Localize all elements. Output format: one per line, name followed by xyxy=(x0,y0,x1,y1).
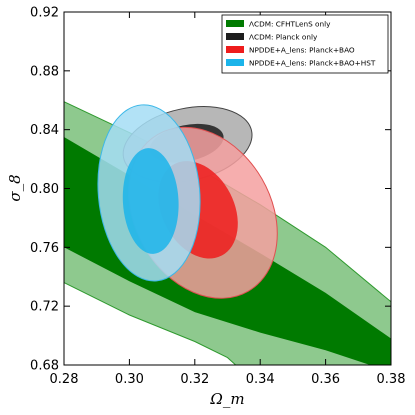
y-axis-label: σ_8 xyxy=(6,174,24,201)
y-tick-label: 0.76 xyxy=(30,241,59,256)
x-tick-labels: 0.28 0.30 0.32 0.34 0.36 0.38 xyxy=(50,372,406,387)
x-tick-label: 0.30 xyxy=(115,372,144,387)
x-tick-label: 0.32 xyxy=(180,372,209,387)
y-tick-label: 0.72 xyxy=(30,300,59,315)
x-axis-label: Ω_m xyxy=(209,390,244,408)
x-tick-label: 0.28 xyxy=(50,372,79,387)
legend-entry-label: NPDDE+A_lens: Planck+BAO xyxy=(249,46,355,55)
legend-swatch xyxy=(226,46,244,53)
legend-swatch xyxy=(226,20,244,27)
y-tick-label: 0.84 xyxy=(30,123,59,138)
series-3-68-region xyxy=(122,148,179,254)
legend-swatch xyxy=(226,33,244,40)
x-tick-label: 0.36 xyxy=(311,372,340,387)
y-tick-label: 0.92 xyxy=(30,6,59,21)
y-tick-label: 0.68 xyxy=(30,359,59,374)
y-tick-label: 0.88 xyxy=(30,64,59,79)
legend-entry-label: NPDDE+A_lens: Planck+BAO+HST xyxy=(249,59,376,68)
x-tick-label: 0.34 xyxy=(246,372,275,387)
legend-swatch xyxy=(226,59,244,66)
legend-entry-label: ΛCDM: Planck only xyxy=(249,33,318,42)
y-tick-labels: 0.68 0.72 0.76 0.80 0.84 0.88 0.92 xyxy=(30,6,59,374)
series-3 xyxy=(97,104,201,282)
contour-layer xyxy=(64,101,391,365)
legend-box xyxy=(221,14,389,74)
legend: ΛCDM: CFHTLenS only ΛCDM: Planck only NPDD… xyxy=(221,14,389,74)
legend-entry-label: ΛCDM: CFHTLenS only xyxy=(249,20,331,29)
x-tick-label: 0.38 xyxy=(377,372,406,387)
y-tick-label: 0.80 xyxy=(30,182,59,197)
